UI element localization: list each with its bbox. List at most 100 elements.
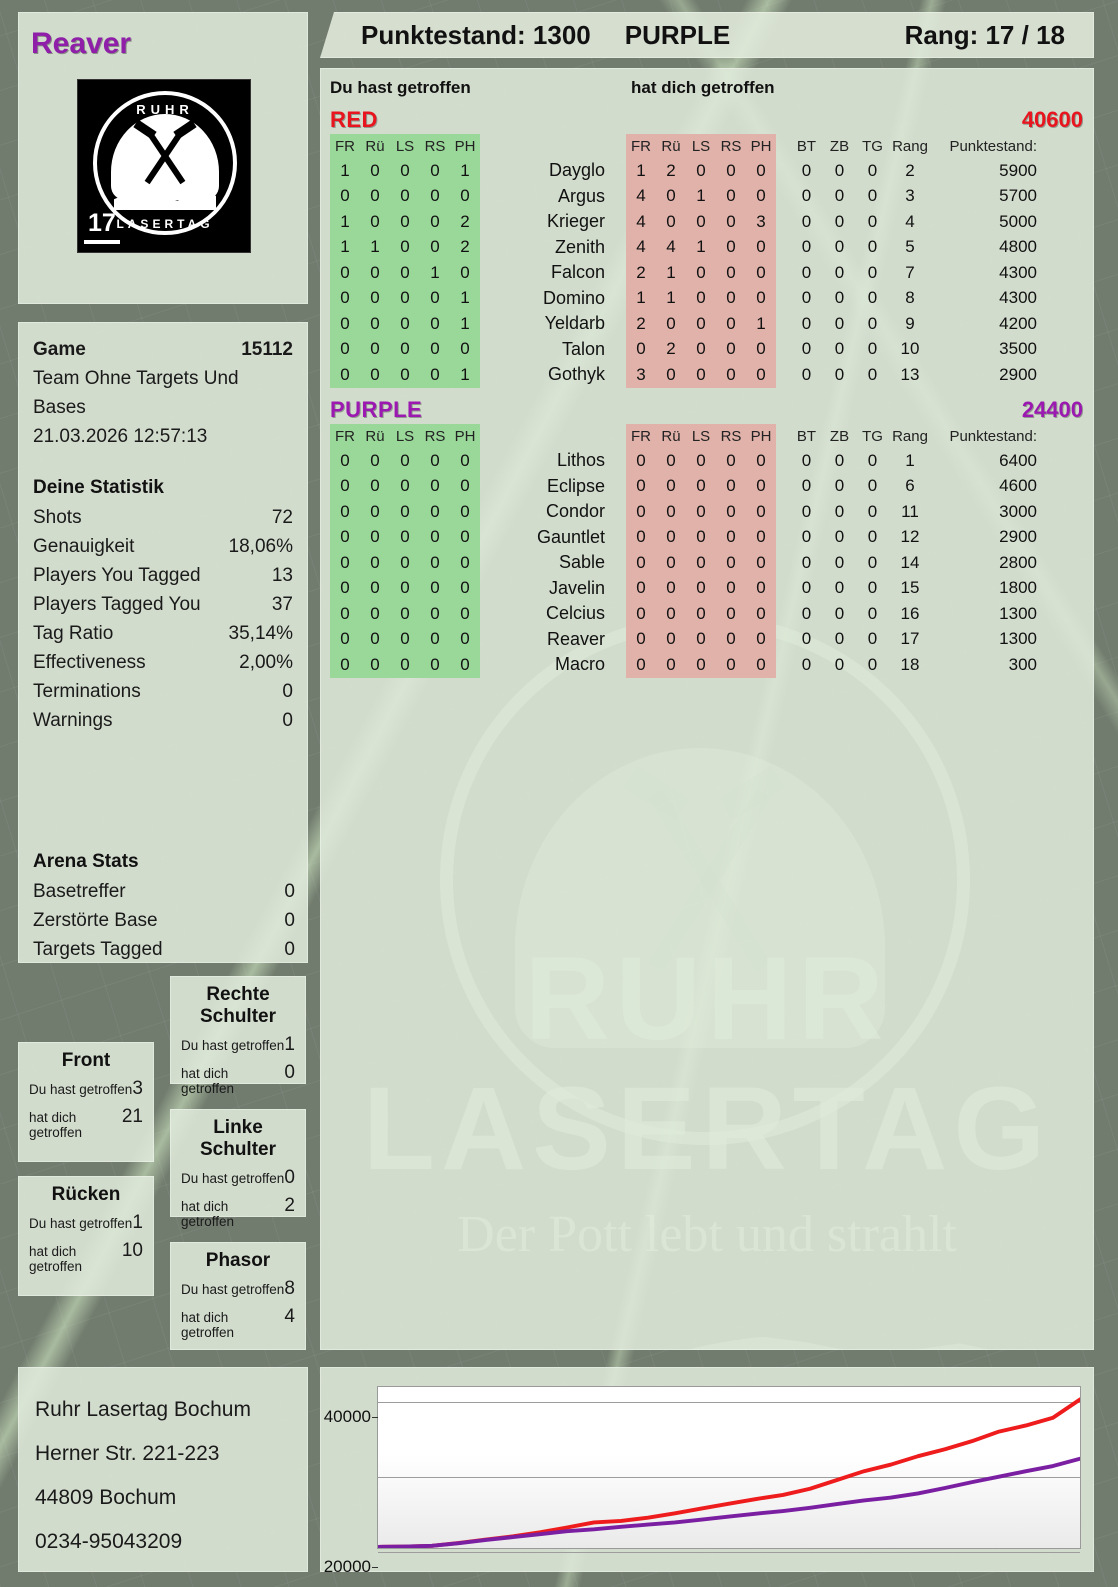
cell-them: 0: [716, 234, 746, 260]
stat-row-label: Players Tagged You: [33, 594, 201, 615]
cell-you: 0: [390, 234, 420, 260]
cell-them: 0: [746, 285, 776, 311]
cell-rang: 13: [900, 364, 920, 384]
table-row[interactable]: 1 0 0 0 2 Krieger 4 0 0 0 3 0 0 0 4 5000: [330, 209, 1043, 235]
cell-you: 0: [420, 652, 450, 678]
col-head-them-LS: LS: [686, 424, 716, 448]
cell-them: 0: [686, 601, 716, 627]
cell-zb: 0: [834, 160, 845, 180]
cell-them: 1: [686, 234, 716, 260]
arena-stats-title: Arena Stats: [33, 851, 139, 872]
cell-rang: 10: [900, 339, 920, 359]
table-row[interactable]: 0 0 0 0 0 Reaver 0 0 0 0 0 0 0 0 17 1300: [330, 626, 1043, 653]
cell-you: 1: [360, 234, 390, 260]
cell-zb: 0: [834, 603, 845, 623]
spacer: [480, 134, 494, 158]
cell-bt: 0: [801, 603, 812, 623]
table-row[interactable]: 0 0 0 0 0 Macro 0 0 0 0 0 0 0 0 18 300: [330, 652, 1043, 678]
spacer: [612, 362, 626, 388]
cell-you: 0: [330, 473, 360, 499]
chart-plot-area: 0 20000 40000: [324, 1386, 1081, 1576]
table-row[interactable]: 1 0 0 0 1 Dayglo 1 2 0 0 0 0 0 0 2 5900: [330, 158, 1043, 184]
header-score: Punktestand: 1300: [361, 19, 591, 50]
cell-you: 0: [330, 499, 360, 525]
col-head-them-Rü: Rü: [656, 424, 686, 448]
cell-rang: 15: [900, 578, 920, 598]
table-row[interactable]: 0 0 0 1 0 Falcon 2 1 0 0 0 0 0 0 7 4300: [330, 260, 1043, 286]
arena-row: Zerstörte Base 0: [33, 906, 295, 935]
cell-you: 0: [330, 336, 360, 362]
arena-stats-block: Arena Stats Basetreffer 0 Zerstörte Base 0 T…: [33, 847, 295, 964]
col-head-BT: BT: [796, 137, 817, 155]
table-row[interactable]: 0 0 0 0 0 Argus 4 0 1 0 0 0 0 0 3 5700: [330, 183, 1043, 210]
spacer: [612, 184, 626, 210]
spacer: [480, 362, 494, 388]
zone-you-label: Du hast getroffen: [181, 1282, 285, 1297]
cell-you: 0: [420, 448, 450, 474]
my-stats-list: Shots 72 Genauigkeit 18,06% Players You Tagg…: [33, 503, 293, 735]
zone-you-row: Du hast getroffen 1: [29, 1212, 143, 1234]
zone-title: Phasor: [205, 1250, 271, 1271]
cell-you: 0: [420, 311, 450, 337]
avatar-ring: [93, 91, 237, 235]
cell-rang: 11: [901, 501, 919, 521]
table-row[interactable]: 1 1 0 0 2 Zenith 4 4 1 0 0 0 0 0 5 4800: [330, 234, 1043, 261]
table-row[interactable]: 0 0 0 0 1 Yeldarb 2 0 0 0 1 0 0 0 9 4200: [330, 311, 1043, 337]
cell-player-name: Krieger: [546, 211, 605, 232]
zone-you-row: Du hast getroffen 0: [181, 1167, 295, 1189]
col-head-TG: TG: [862, 427, 883, 445]
col-head-them-FR: FR: [626, 134, 656, 158]
chart-gridline: 40000: [324, 1402, 1080, 1426]
cell-you: 0: [330, 311, 360, 337]
spacer: [612, 235, 626, 261]
cell-them: 0: [716, 473, 746, 499]
cell-zb: 0: [834, 501, 845, 521]
cell-points: 4300: [999, 262, 1037, 282]
cell-you: 0: [360, 311, 390, 337]
spacer: [612, 134, 626, 158]
cell-them: 0: [716, 311, 746, 337]
table-row[interactable]: 0 0 0 0 0 Celcius 0 0 0 0 0 0 0 0 16 1300: [330, 601, 1043, 627]
table-row[interactable]: 0 0 0 0 0 Gauntlet 0 0 0 0 0 0 0 0 12 2900: [330, 524, 1043, 550]
table-row[interactable]: 0 0 0 0 0 Javelin 0 0 0 0 0 0 0 0 15 1800: [330, 575, 1043, 601]
zone-them-label: hat dich getroffen: [181, 1310, 235, 1340]
col-head-you-PH: PH: [450, 134, 480, 158]
table-row[interactable]: 0 0 0 0 0 Talon 0 2 0 0 0 0 0 0 10 3500: [330, 336, 1043, 362]
cell-them: 0: [716, 601, 746, 627]
spacer: [480, 235, 494, 261]
zone-you-value: 8: [284, 1278, 295, 1299]
arena-row-label: Zerstörte Base: [33, 910, 158, 931]
cell-them: 1: [746, 311, 776, 337]
table-row[interactable]: 0 0 0 0 0 Sable 0 0 0 0 0 0 0 0 14 2800: [330, 550, 1043, 576]
cell-tg: 0: [867, 450, 878, 470]
cell-bt: 0: [801, 186, 812, 206]
cell-you: 0: [420, 336, 450, 362]
spacer: [612, 627, 626, 653]
cell-tg: 0: [867, 654, 878, 674]
table-row[interactable]: 0 0 0 0 1 Gothyk 3 0 0 0 0 0 0 0 13 2900: [330, 362, 1043, 388]
table-row[interactable]: 0 0 0 0 1 Domino 1 1 0 0 0 0 0 0 8 4300: [330, 285, 1043, 311]
cell-player-name: Argus: [557, 185, 605, 206]
cell-you: 0: [420, 524, 450, 550]
spacer: [612, 652, 626, 678]
cell-bt: 0: [801, 339, 812, 359]
cell-zb: 0: [834, 262, 845, 282]
cell-points: 2900: [999, 364, 1037, 384]
cell-them: 0: [656, 311, 686, 337]
table-row[interactable]: 0 0 0 0 0 Eclipse 0 0 0 0 0 0 0 0 6 4600: [330, 473, 1043, 499]
crossed-hammers-icon: [128, 119, 202, 190]
cell-you: 0: [450, 183, 480, 209]
cell-player-name: Lithos: [556, 450, 605, 471]
cell-them: 0: [626, 575, 656, 601]
table-row[interactable]: 0 0 0 0 0 Lithos 0 0 0 0 0 0 0 0 1 6400: [330, 448, 1043, 474]
chart-inner: 0 20000 40000: [324, 1386, 1081, 1576]
cell-them: 0: [746, 158, 776, 184]
cell-points: 4600: [999, 476, 1037, 496]
cell-player-name: Javelin: [548, 577, 605, 598]
col-head-Rang: Rang: [892, 137, 928, 155]
table-row[interactable]: 0 0 0 0 0 Condor 0 0 0 0 0 0 0 0 11 3000: [330, 499, 1043, 525]
cell-bt: 0: [801, 629, 812, 649]
zone-them-value: 21: [121, 1106, 143, 1127]
cell-bt: 0: [801, 262, 812, 282]
cell-bt: 0: [801, 654, 812, 674]
